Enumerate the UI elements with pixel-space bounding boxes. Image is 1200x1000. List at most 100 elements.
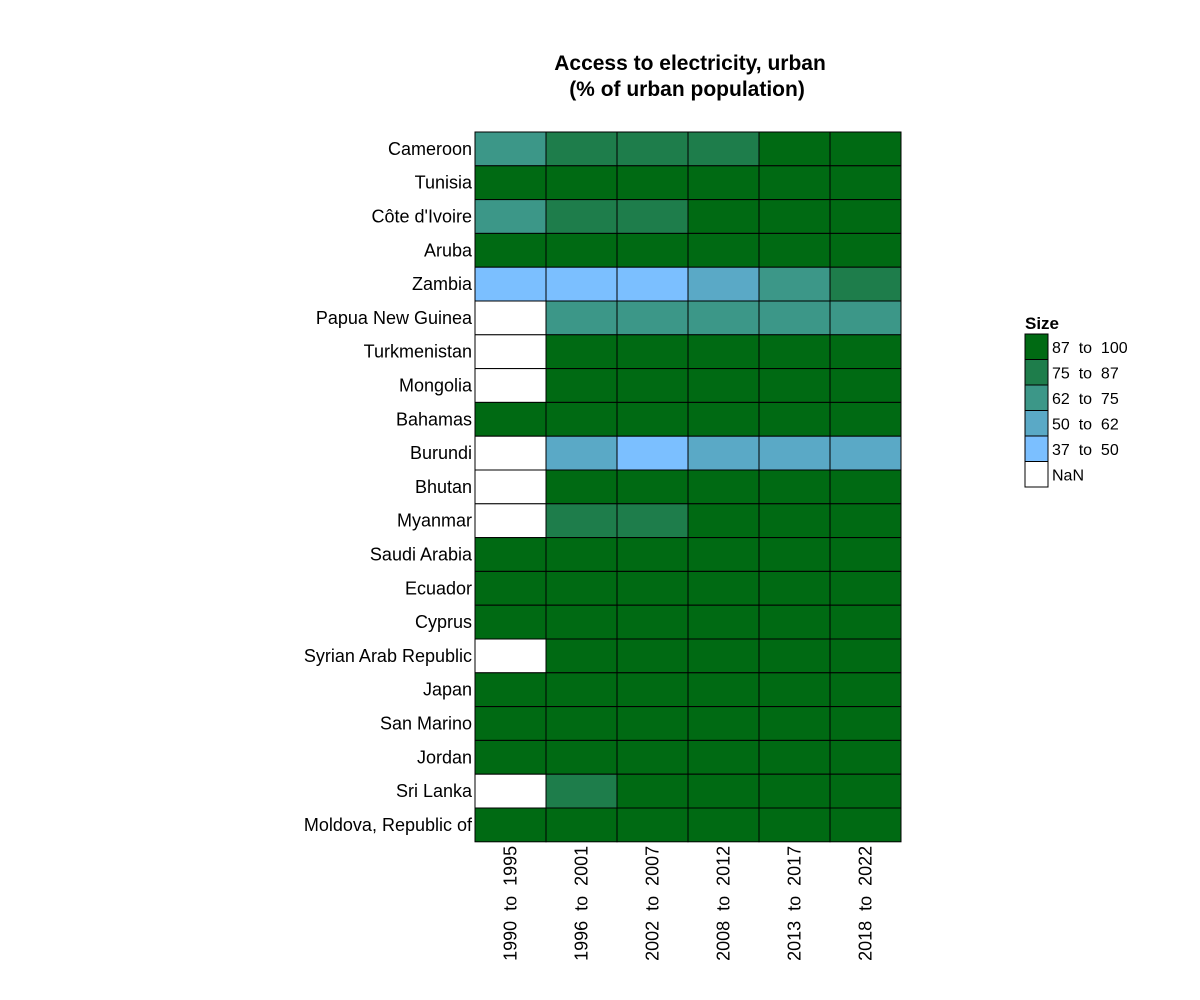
heatmap-cell xyxy=(687,773,760,809)
heatmap-cell xyxy=(545,232,618,268)
heatmap-cell xyxy=(829,739,902,775)
heatmap-cell xyxy=(829,638,902,674)
heatmap-cell xyxy=(545,266,618,302)
row-label: Turkmenistan xyxy=(364,342,472,362)
heatmap-cell xyxy=(687,266,760,302)
heatmap-cell xyxy=(687,469,760,505)
heatmap-cell xyxy=(758,368,831,403)
heatmap-cell xyxy=(758,807,831,843)
heatmap-cell xyxy=(829,199,902,234)
heatmap-cell xyxy=(687,199,760,234)
heatmap-cell xyxy=(829,165,902,201)
heatmap-cell xyxy=(829,672,902,708)
heatmap-cell xyxy=(758,638,831,674)
legend-swatch xyxy=(1024,461,1049,488)
heatmap-cell xyxy=(616,773,689,809)
heatmap-cell xyxy=(616,368,689,403)
column-labels: 1990 to 1995 1996 to 2001 2002 to 2007 2008… xyxy=(501,846,876,961)
heatmap-cell xyxy=(758,503,831,539)
heatmap-cell xyxy=(474,706,547,741)
column-label: 2018 to 2022 xyxy=(856,846,876,961)
heatmap-cell xyxy=(758,469,831,505)
heatmap-cell xyxy=(616,435,689,471)
heatmap-cell xyxy=(687,570,760,606)
heatmap-cells xyxy=(474,131,902,843)
row-label: Mongolia xyxy=(399,376,473,396)
legend-swatch xyxy=(1024,359,1049,386)
heatmap-cell xyxy=(758,131,831,167)
heatmap-cell xyxy=(616,537,689,572)
row-label: Japan xyxy=(423,680,472,700)
heatmap-cell xyxy=(758,570,831,606)
heatmap-cell xyxy=(829,368,902,403)
row-label: Tunisia xyxy=(415,173,473,193)
heatmap-cell xyxy=(474,672,547,708)
heatmap-cell xyxy=(829,706,902,741)
chart-title-line-2: (% of urban population) xyxy=(569,78,805,101)
legend-label: 87 to 100 xyxy=(1052,340,1128,357)
heatmap-cell xyxy=(687,739,760,775)
heatmap-cell xyxy=(829,807,902,843)
legend-title: Size xyxy=(1025,314,1059,333)
heatmap-cell xyxy=(545,807,618,843)
heatmap-cell xyxy=(758,401,831,437)
heatmap-cell xyxy=(616,638,689,674)
chart-title-line-1: Access to electricity, urban xyxy=(554,52,826,75)
heatmap-cell xyxy=(474,266,547,302)
heatmap-cell xyxy=(474,469,547,505)
heatmap-cell xyxy=(758,773,831,809)
heatmap-cell xyxy=(616,503,689,539)
heatmap-cell xyxy=(829,266,902,302)
chart-title: Access to electricity, urban (% of urban… xyxy=(554,52,826,101)
heatmap-cell xyxy=(474,638,547,674)
row-label: Burundi xyxy=(410,443,472,463)
heatmap-cell xyxy=(545,368,618,403)
heatmap-cell xyxy=(758,165,831,201)
heatmap-cell xyxy=(474,300,547,336)
heatmap-cell xyxy=(758,232,831,268)
heatmap-cell xyxy=(545,570,618,606)
heatmap-cell xyxy=(616,199,689,234)
legend-swatch xyxy=(1024,410,1049,437)
row-label: Zambia xyxy=(412,274,473,294)
heatmap-cell xyxy=(829,435,902,471)
heatmap-cell xyxy=(687,131,760,167)
heatmap-cell xyxy=(758,435,831,471)
heatmap-cell xyxy=(545,401,618,437)
heatmap-cell xyxy=(687,300,760,336)
heatmap-cell xyxy=(616,401,689,437)
legend-swatch xyxy=(1024,435,1049,462)
heatmap-cell xyxy=(616,266,689,302)
heatmap-cell xyxy=(758,266,831,302)
heatmap-cell xyxy=(616,165,689,201)
heatmap-cell xyxy=(545,503,618,539)
row-label: Jordan xyxy=(417,747,472,767)
heatmap-cell xyxy=(758,672,831,708)
heatmap-cell xyxy=(829,300,902,336)
heatmap-cell xyxy=(687,165,760,201)
row-label: Syrian Arab Republic xyxy=(304,646,472,666)
heatmap-cell xyxy=(829,604,902,640)
heatmap-cell xyxy=(474,131,547,167)
heatmap-cell xyxy=(687,604,760,640)
heatmap-cell xyxy=(474,232,547,268)
heatmap-cell xyxy=(545,334,618,370)
row-label: Cameroon xyxy=(388,139,472,159)
heatmap-cell xyxy=(545,706,618,741)
heatmap-cell xyxy=(616,807,689,843)
heatmap-cell xyxy=(474,537,547,572)
heatmap-cell xyxy=(687,435,760,471)
legend-label: 37 to 50 xyxy=(1052,442,1119,459)
heatmap-cell xyxy=(829,570,902,606)
row-label: Côte d'Ivoire xyxy=(372,207,473,227)
row-label: Moldova, Republic of xyxy=(304,815,473,835)
heatmap-cell xyxy=(616,604,689,640)
heatmap-cell xyxy=(758,706,831,741)
heatmap-cell xyxy=(758,604,831,640)
heatmap-cell xyxy=(687,401,760,437)
heatmap-cell xyxy=(545,131,618,167)
heatmap-cell xyxy=(474,503,547,539)
heatmap-cell xyxy=(474,368,547,403)
heatmap-cell xyxy=(474,773,547,809)
heatmap-cell xyxy=(687,672,760,708)
